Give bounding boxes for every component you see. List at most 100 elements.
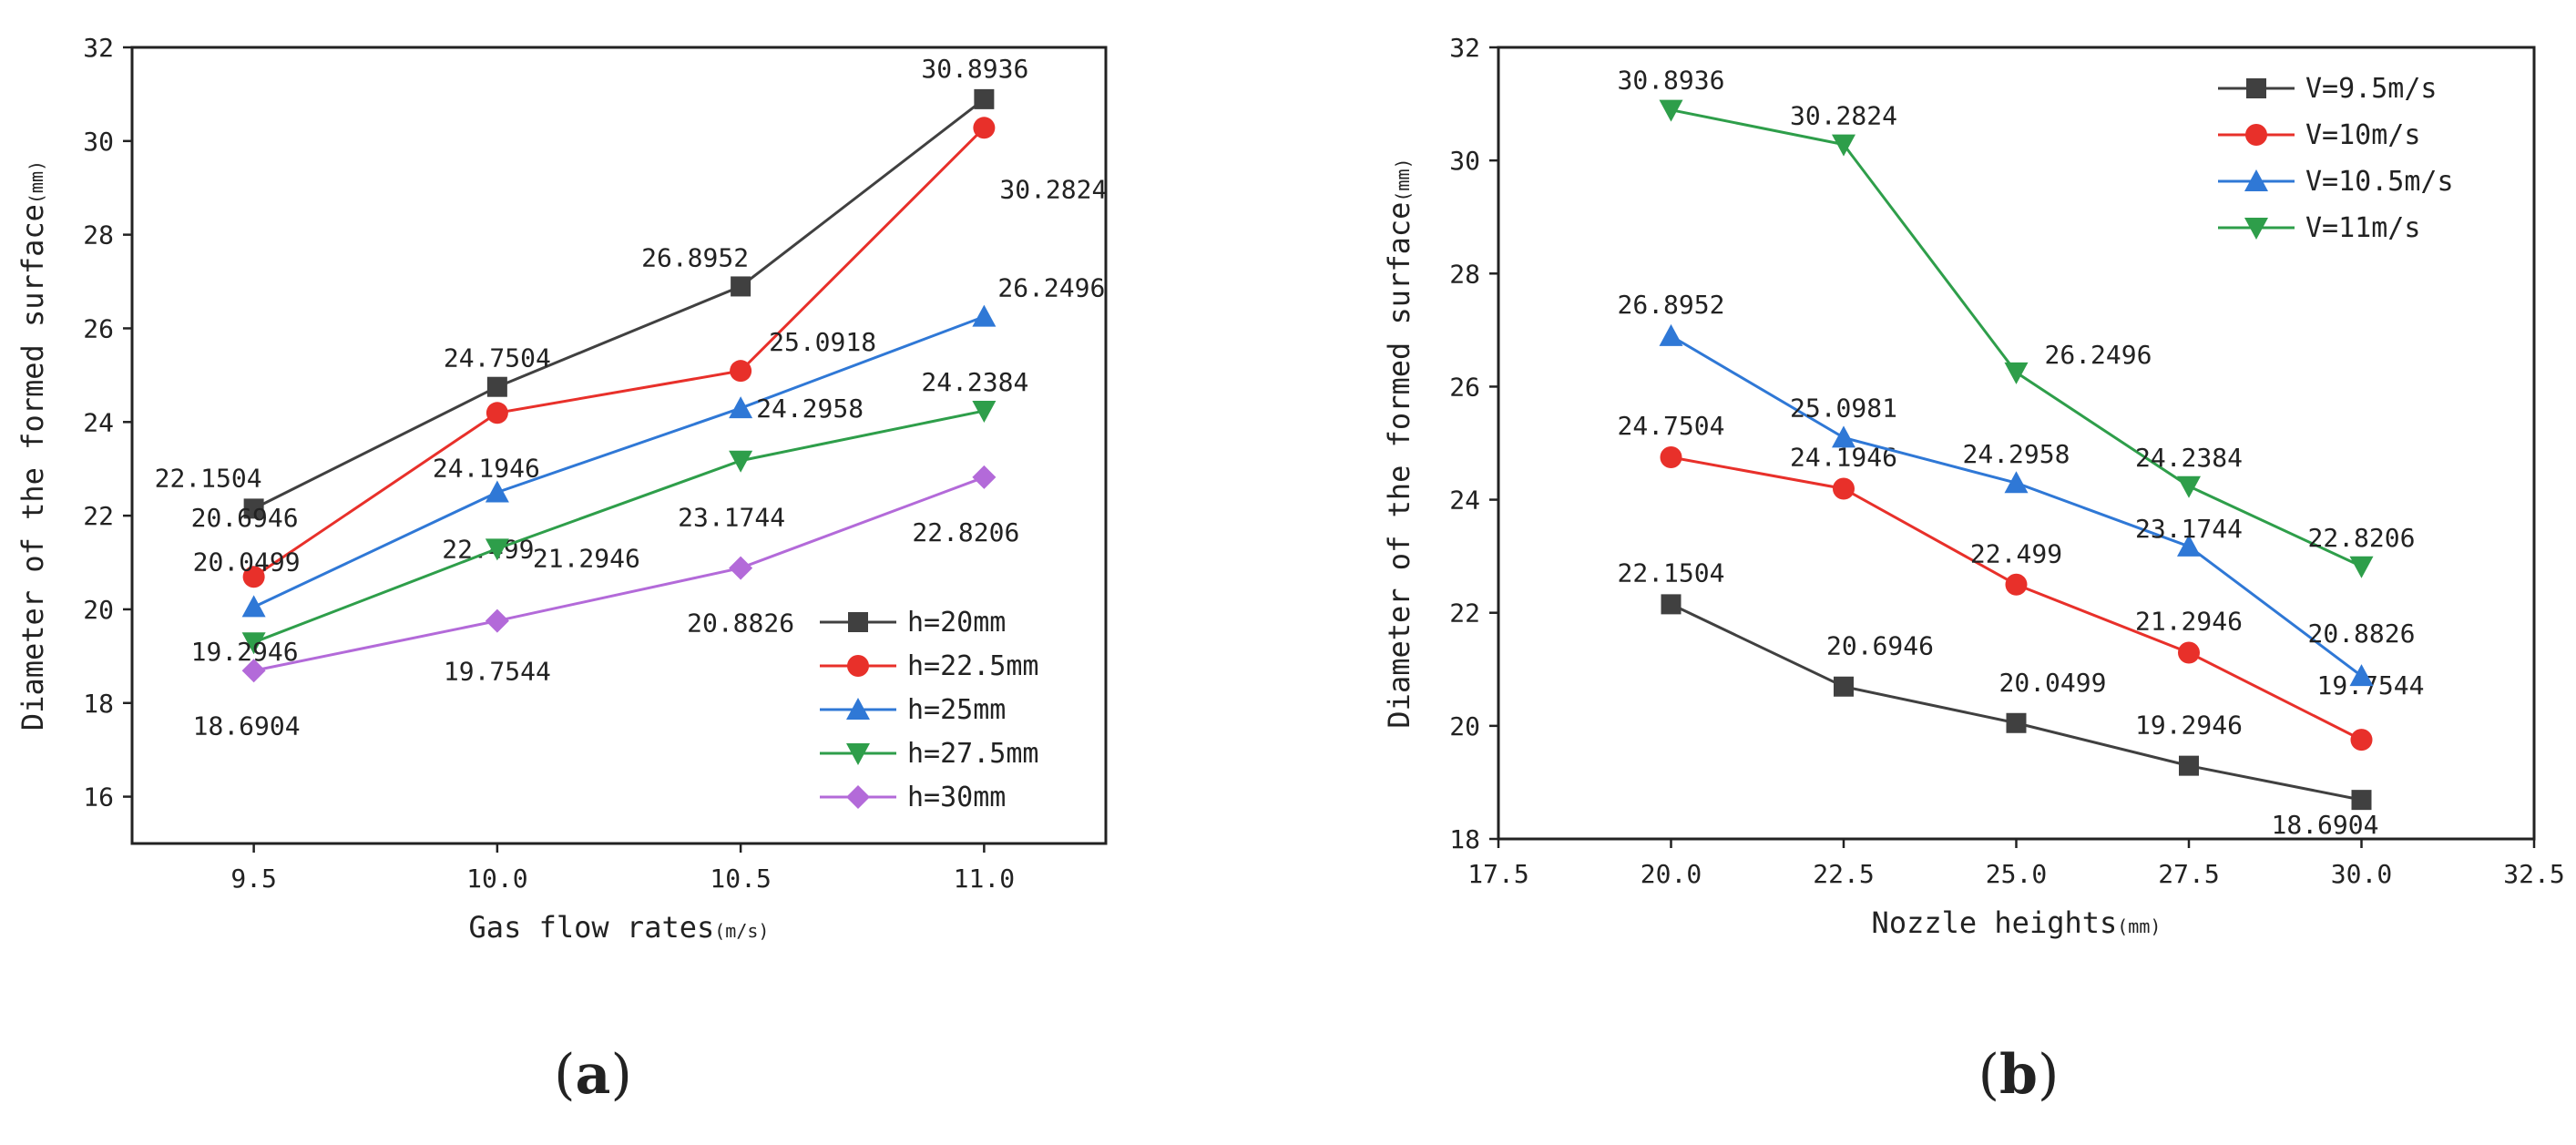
data-label: 24.2384 — [921, 367, 1028, 397]
data-label: 24.7504 — [444, 343, 551, 373]
series-3: 30.8936 30.2824 26.2496 24.2384 22.8206 — [1617, 66, 2416, 578]
data-point — [241, 632, 266, 655]
panel-label-close: ) — [610, 1043, 631, 1107]
data-label: 19.7544 — [444, 657, 551, 687]
data-point — [2004, 471, 2029, 494]
x-tick-label: 11.0 — [954, 864, 1015, 894]
series-3: 19.2946 21.2946 23.1744 24.2384 — [191, 367, 1029, 667]
y-tick-label: 22 — [83, 501, 114, 531]
data-point — [1834, 676, 1854, 697]
legend-marker — [846, 743, 870, 765]
series-1: 20.6946 24.1946 25.0918 30.2824 — [191, 117, 1107, 588]
x-tick-label: 10.5 — [710, 864, 771, 894]
data-label: 30.2824 — [999, 174, 1107, 204]
series-4: 18.6904 19.7544 20.8826 22.8206 — [193, 465, 1019, 741]
y-tick-label: 24 — [1449, 486, 1480, 516]
data-point — [2351, 790, 2372, 811]
y-tick-label: 26 — [83, 313, 114, 343]
y-tick-label: 28 — [1449, 259, 1480, 289]
x-tick-label: 30.0 — [2331, 859, 2392, 889]
chart-panel-a: 9.5 10.0 10.5 11.0 16 18 20 22 24 26 28 30 32 Gas flo… — [15, 33, 1108, 1107]
data-point — [730, 360, 752, 383]
data-label: 26.8952 — [641, 242, 749, 272]
data-label: 25.0918 — [769, 327, 876, 357]
data-label: 22.1504 — [1617, 557, 1724, 588]
data-label: 25.0981 — [1790, 393, 1897, 423]
data-label: 20.8826 — [687, 608, 794, 639]
data-label: 19.2946 — [191, 637, 299, 667]
data-label: 26.2496 — [2044, 340, 2152, 370]
y-axis-title-unit: (mm) — [26, 160, 47, 204]
legend-label: V=10.5m/s — [2305, 166, 2454, 198]
legend-label: h=27.5mm — [907, 738, 1039, 770]
data-label: 26.8952 — [1617, 290, 1724, 320]
series-line — [252, 127, 986, 578]
data-point — [729, 396, 753, 419]
x-axis-title-text: Nozzle heights — [1872, 905, 2118, 940]
data-point — [2349, 556, 2374, 578]
series-line — [1670, 603, 2362, 802]
y-tick-label: 20 — [83, 595, 114, 625]
y-axis-title-text: Diameter of the formed surface — [15, 204, 50, 731]
panel-label: (a) — [554, 1043, 632, 1107]
x-tick-label: 20.0 — [1641, 859, 1702, 889]
data-point — [485, 538, 509, 561]
y-tick-label: 18 — [83, 689, 114, 719]
x-tick-label: 27.5 — [2158, 859, 2219, 889]
legend-marker — [2244, 218, 2268, 240]
data-point — [2179, 755, 2199, 776]
data-label: 20.0499 — [193, 547, 301, 577]
y-axis-title-text: Diameter of the formed surface — [1382, 202, 1416, 729]
legend-marker — [848, 612, 868, 632]
y-tick-label: 16 — [83, 782, 114, 813]
x-tick-label: 17.5 — [1467, 859, 1528, 889]
legend: V=9.5m/s V=10m/s V=10.5m/s V=11m/s — [2218, 73, 2454, 244]
data-label: 24.2384 — [2135, 443, 2243, 473]
panel-label-open: ( — [1978, 1043, 1999, 1107]
panel-label-open: ( — [554, 1043, 575, 1107]
y-axis-title: Diameter of the formed surface(mm) — [1382, 158, 1416, 728]
legend-label: V=9.5m/s — [2305, 73, 2438, 105]
data-label: 20.6946 — [1826, 631, 1934, 661]
series-line — [1670, 334, 2363, 678]
data-point — [973, 117, 996, 139]
chart-panel-b: 17.5 20.0 22.5 25.0 27.5 30.0 32.5 18 20 22 24 26 28… — [1382, 33, 2565, 1107]
data-label: 30.8936 — [1617, 66, 1724, 96]
y-tick-label: 32 — [83, 33, 114, 63]
panel-label-close: ) — [2038, 1043, 2059, 1107]
series-line — [253, 409, 985, 644]
x-tick-label: 10.0 — [466, 864, 527, 894]
data-label: 21.2946 — [2135, 606, 2243, 636]
data-point — [486, 402, 508, 424]
series-line — [253, 475, 985, 672]
data-label: 22.8206 — [912, 517, 1019, 547]
y-axis-title: Diameter of the formed surface(mm) — [15, 160, 50, 731]
y-tick-label: 30 — [83, 127, 114, 157]
data-label: 23.1744 — [2135, 514, 2243, 544]
data-label: 22.499 — [1970, 539, 2062, 569]
x-axis-title-unit: (m/s) — [714, 920, 769, 942]
y-tick-label: 26 — [1449, 372, 1480, 402]
y-tick-label: 22 — [1449, 598, 1480, 629]
data-point — [241, 659, 266, 683]
data-point — [1660, 445, 1682, 468]
legend-marker — [2244, 169, 2268, 191]
data-label: 20.0499 — [1998, 668, 2106, 698]
data-point — [485, 608, 509, 633]
data-point — [486, 376, 507, 397]
data-label: 30.2824 — [1790, 101, 1897, 131]
data-point — [1833, 477, 1855, 500]
data-label: 24.7504 — [1617, 411, 1724, 441]
legend-label: h=22.5mm — [907, 650, 1039, 682]
data-point — [972, 304, 997, 327]
x-axis-title-unit: (mm) — [2117, 915, 2161, 937]
legend-marker — [846, 698, 870, 720]
data-point — [2177, 534, 2201, 557]
data-label: 30.8936 — [921, 54, 1028, 84]
data-point — [1832, 425, 1855, 448]
y-tick-label: 28 — [83, 220, 114, 250]
data-point — [2350, 729, 2373, 751]
data-point — [972, 401, 997, 424]
